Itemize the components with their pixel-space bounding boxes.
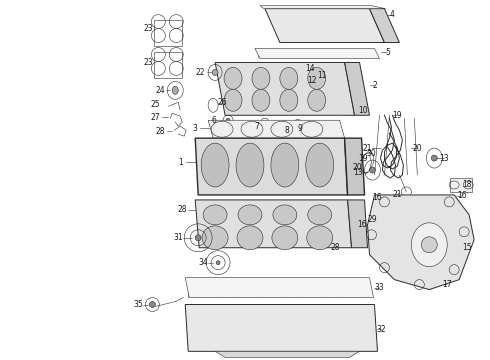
Text: 8: 8 [285, 126, 289, 135]
Text: 28: 28 [177, 206, 187, 215]
Text: 6: 6 [212, 116, 217, 125]
Text: 17: 17 [442, 280, 452, 289]
Ellipse shape [369, 167, 375, 173]
Text: 31: 31 [173, 233, 183, 242]
Text: 18: 18 [463, 180, 472, 189]
Polygon shape [265, 9, 385, 42]
Ellipse shape [224, 89, 242, 111]
Ellipse shape [328, 67, 332, 71]
Ellipse shape [421, 237, 437, 253]
Text: 35: 35 [134, 300, 143, 309]
Polygon shape [347, 200, 368, 248]
Ellipse shape [201, 143, 229, 187]
Text: 13: 13 [353, 167, 363, 176]
Ellipse shape [224, 67, 242, 89]
Ellipse shape [202, 226, 228, 250]
Polygon shape [344, 138, 365, 195]
Bar [450, 178, 472, 192]
Ellipse shape [216, 261, 220, 265]
Text: 11: 11 [317, 71, 326, 80]
Ellipse shape [280, 67, 298, 89]
Polygon shape [255, 49, 379, 58]
Ellipse shape [195, 235, 201, 241]
Ellipse shape [273, 205, 297, 225]
Ellipse shape [237, 226, 263, 250]
Ellipse shape [280, 89, 298, 111]
Ellipse shape [212, 69, 218, 75]
Polygon shape [208, 120, 344, 138]
Ellipse shape [172, 86, 178, 94]
Text: 23: 23 [144, 58, 153, 67]
Text: 29: 29 [368, 215, 377, 224]
Ellipse shape [238, 205, 262, 225]
Text: 3: 3 [193, 124, 197, 133]
Text: 34: 34 [198, 258, 208, 267]
Text: 1: 1 [178, 158, 183, 167]
Text: 21: 21 [363, 144, 372, 153]
Ellipse shape [308, 89, 326, 111]
Polygon shape [185, 278, 373, 298]
Bar [154, 20, 182, 45]
Ellipse shape [252, 67, 270, 89]
Text: 9: 9 [297, 124, 302, 133]
Text: 16: 16 [457, 192, 467, 201]
Text: 23: 23 [144, 24, 153, 33]
Ellipse shape [203, 205, 227, 225]
Text: 30: 30 [367, 149, 376, 158]
Ellipse shape [412, 223, 447, 267]
Text: 4: 4 [390, 10, 395, 19]
Ellipse shape [431, 155, 437, 161]
Text: 16: 16 [373, 193, 382, 202]
Ellipse shape [149, 302, 155, 307]
Ellipse shape [271, 143, 299, 187]
Text: 33: 33 [374, 283, 384, 292]
Polygon shape [215, 62, 355, 115]
Ellipse shape [252, 89, 270, 111]
Text: 28: 28 [331, 243, 341, 252]
Text: 20: 20 [413, 144, 422, 153]
Polygon shape [195, 200, 352, 248]
Text: 19: 19 [392, 111, 402, 120]
Text: 16: 16 [357, 220, 367, 229]
Text: 22: 22 [196, 68, 205, 77]
Ellipse shape [307, 226, 333, 250]
Text: 27: 27 [150, 113, 160, 122]
Text: 25: 25 [150, 100, 160, 109]
Text: 15: 15 [463, 243, 472, 252]
Text: 5: 5 [385, 48, 390, 57]
Ellipse shape [236, 143, 264, 187]
Polygon shape [260, 6, 386, 9]
Text: 21: 21 [392, 190, 402, 199]
Text: 2: 2 [372, 81, 377, 90]
Text: 13: 13 [440, 154, 449, 163]
Polygon shape [368, 195, 474, 289]
Text: 20: 20 [353, 163, 363, 172]
Text: 28: 28 [156, 127, 165, 136]
Bar [154, 53, 182, 78]
Polygon shape [195, 138, 347, 195]
Text: 10: 10 [358, 106, 368, 115]
Ellipse shape [308, 205, 332, 225]
Text: 12: 12 [307, 76, 317, 85]
Polygon shape [185, 305, 377, 351]
Ellipse shape [272, 226, 298, 250]
Polygon shape [369, 9, 399, 42]
Polygon shape [215, 351, 360, 357]
Text: 24: 24 [155, 86, 165, 95]
Ellipse shape [226, 118, 230, 122]
Ellipse shape [306, 143, 334, 187]
Text: 7: 7 [254, 122, 259, 131]
Polygon shape [344, 62, 369, 115]
Text: 14: 14 [305, 64, 315, 73]
Text: 26: 26 [217, 98, 227, 107]
Ellipse shape [308, 67, 326, 89]
Text: 32: 32 [377, 325, 386, 334]
Text: 19: 19 [358, 154, 368, 163]
